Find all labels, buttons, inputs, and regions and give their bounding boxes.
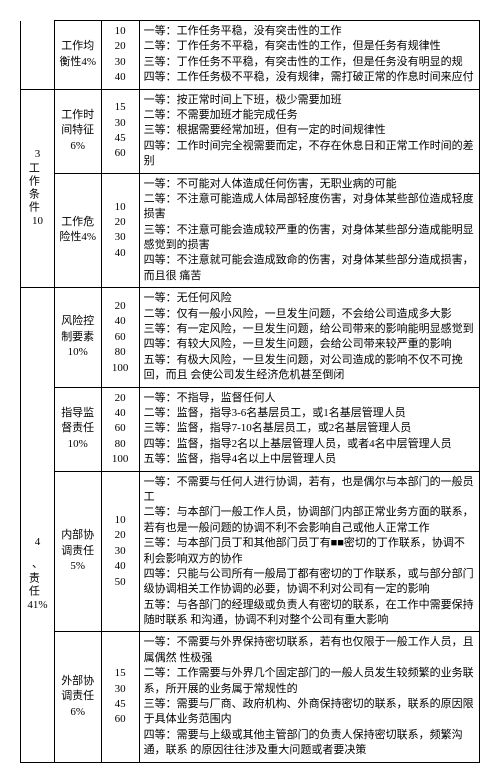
pt: 15 (106, 100, 135, 115)
pt: 40 (106, 406, 135, 421)
pt: 10 (106, 513, 135, 528)
factor-internal: 内部协调责任5% (54, 471, 101, 632)
factor-danger: 工作危险性4% (54, 173, 101, 288)
evaluation-table: 工作均衡性4% 10 20 30 40 一等：工作任务平稳，没有突击性的工作 二… (20, 20, 480, 763)
factor-risk: 风险控制要素10% (54, 288, 101, 387)
pt: 45 (106, 131, 135, 146)
pt: 30 (106, 116, 135, 131)
pt: 20 (106, 299, 135, 314)
pt: 40 (106, 559, 135, 574)
pt: 15 (106, 666, 135, 681)
pts-col: 15 30 45 60 (101, 632, 139, 762)
desc-danger: 一等：不可能对人体造成任何伤害，无职业病的可能 二等：不注意可能造成人体局部轻度… (139, 173, 479, 288)
pt: 10 (106, 200, 135, 215)
cat-cell-empty (21, 21, 55, 90)
cat-title: 责任 (25, 572, 40, 598)
pt: 60 (106, 421, 135, 436)
pt: 60 (106, 712, 135, 727)
pt: 40 (106, 246, 135, 261)
desc-internal: 一等：不需要与任何人进行协调，若有，也是偶尔与本部门的一般员工 二等：与本部门一… (139, 471, 479, 632)
pt: 80 (106, 345, 135, 360)
factor-external: 外部协调责任6% (54, 632, 101, 762)
cat-pct: 41% (25, 598, 50, 613)
pt: 45 (106, 697, 135, 712)
pt: 30 (106, 544, 135, 559)
factor-time: 工作时间特征6% (54, 89, 101, 173)
pt: 10 (106, 24, 135, 39)
desc-risk: 一等：无任何风险 二等：仅有一般小风险，一旦发生问题，不会给公司造成多大影 三等… (139, 288, 479, 387)
pt: 20 (106, 215, 135, 230)
pts-col: 20 40 60 80 100 (101, 387, 139, 471)
desc-external: 一等：不需要与外界保持密切联系，若有也仅限于一般工作人员，且属偶然 性极强 二等… (139, 632, 479, 762)
pt: 30 (106, 682, 135, 697)
desc-guide: 一等：不指导，监督任何人 二等：监督，指导3-6名基层员工，或1名基层管理人员 … (139, 387, 479, 471)
cat-responsibility: 4 、 责任 41% (21, 387, 55, 762)
cat-cell-gap (21, 288, 55, 387)
pts-col: 10 20 30 40 50 (101, 471, 139, 632)
pt: 20 (106, 528, 135, 543)
cat-title: 工作条件 (25, 162, 40, 214)
cat-work-conditions: 3 工作条件 10 (21, 89, 55, 288)
pt: 20 (106, 39, 135, 54)
pt: 100 (106, 452, 135, 467)
factor-guide: 指导监督责任10% (54, 387, 101, 471)
pt: 30 (106, 55, 135, 70)
pts-col: 20 40 60 80 100 (101, 288, 139, 387)
desc-work-balance: 一等：工作任务平稳，没有突击性的工作 二等：丁作任务不平稳，有突击性的工作，但是… (139, 21, 479, 90)
pts-col: 10 20 30 40 (101, 21, 139, 90)
pt: 60 (106, 146, 135, 161)
pt: 50 (106, 575, 135, 590)
cat-num: 4 (25, 535, 50, 550)
pt: 40 (106, 314, 135, 329)
pt: 20 (106, 391, 135, 406)
pt: 30 (106, 230, 135, 245)
cat-pct: 10 (25, 214, 50, 229)
cat-num: 3 (25, 147, 50, 162)
pt: 100 (106, 361, 135, 376)
pt: 60 (106, 330, 135, 345)
desc-time: 一等：按正常时间上下班，极少需要加班 二等：不需要加班才能完成任务 三等：根据需… (139, 89, 479, 173)
pts-col: 15 30 45 60 (101, 89, 139, 173)
pts-col: 10 20 30 40 (101, 173, 139, 288)
factor-work-balance: 工作均衡性4% (54, 21, 101, 90)
pt: 40 (106, 70, 135, 85)
pt: 80 (106, 437, 135, 452)
